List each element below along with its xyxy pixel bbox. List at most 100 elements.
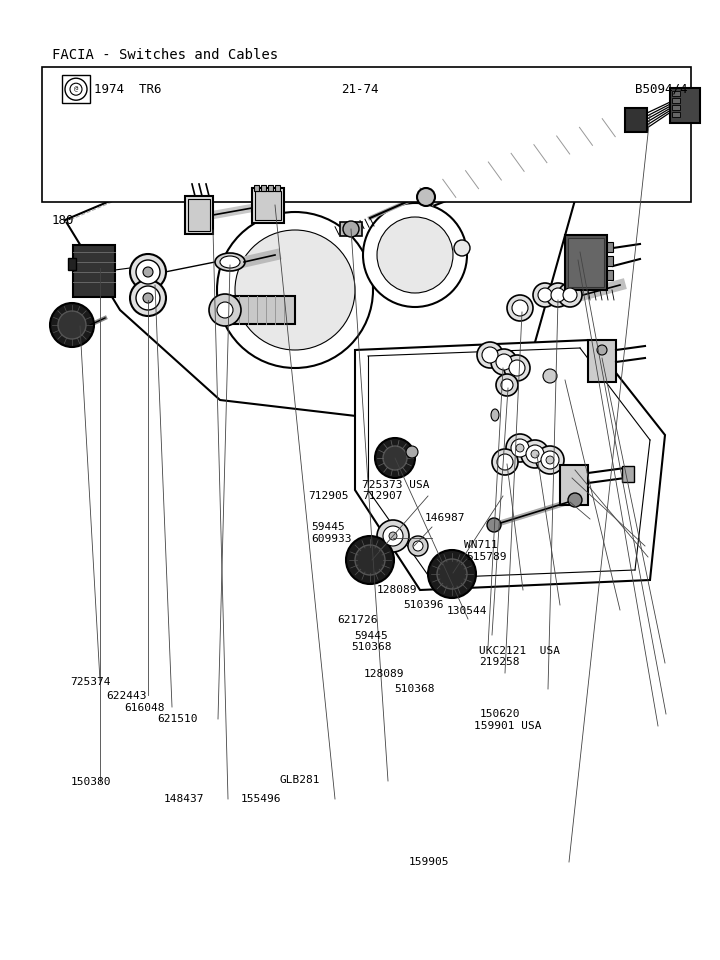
Text: 180: 180: [52, 214, 74, 227]
Text: 159901 USA: 159901 USA: [474, 721, 541, 731]
Circle shape: [563, 288, 577, 302]
Text: 219258: 219258: [479, 658, 519, 667]
Text: 725373 USA: 725373 USA: [362, 480, 430, 490]
Text: 621510: 621510: [157, 714, 197, 724]
Bar: [625, 108, 647, 132]
Polygon shape: [420, 110, 638, 206]
Circle shape: [383, 526, 403, 546]
Ellipse shape: [215, 253, 245, 271]
Circle shape: [546, 456, 554, 464]
Circle shape: [516, 444, 524, 452]
Circle shape: [497, 454, 513, 470]
Text: 616048: 616048: [124, 703, 164, 712]
Circle shape: [136, 286, 160, 310]
Text: 725374: 725374: [71, 677, 111, 686]
Bar: [68, 258, 76, 270]
Text: 609933: 609933: [311, 534, 351, 543]
Circle shape: [568, 493, 582, 507]
Text: 128089: 128089: [377, 586, 417, 595]
Bar: [568, 238, 604, 287]
Bar: [252, 188, 284, 223]
Circle shape: [541, 451, 559, 469]
Circle shape: [491, 349, 517, 375]
Circle shape: [58, 311, 86, 339]
Text: 515789: 515789: [467, 552, 507, 562]
Bar: [672, 98, 680, 103]
Text: GLB281: GLB281: [279, 776, 320, 785]
Bar: [73, 245, 115, 297]
Circle shape: [511, 439, 529, 457]
Circle shape: [538, 288, 552, 302]
Circle shape: [558, 283, 582, 307]
Circle shape: [597, 345, 607, 355]
Text: 146987: 146987: [425, 514, 465, 523]
Ellipse shape: [417, 188, 435, 206]
Text: B5094/4: B5094/4: [635, 83, 687, 96]
Circle shape: [408, 536, 428, 556]
Bar: [560, 465, 588, 505]
Bar: [268, 185, 273, 191]
Bar: [607, 242, 613, 252]
Circle shape: [143, 293, 153, 303]
Circle shape: [496, 374, 518, 396]
Text: WN711: WN711: [464, 540, 498, 550]
Bar: [340, 222, 362, 236]
Circle shape: [437, 559, 467, 589]
Text: 148437: 148437: [164, 794, 204, 804]
Bar: [254, 185, 259, 191]
Text: 150380: 150380: [71, 778, 111, 787]
Bar: [225, 296, 295, 324]
Text: 21-74: 21-74: [341, 83, 379, 96]
Text: 712905: 712905: [308, 492, 348, 501]
Circle shape: [377, 217, 453, 293]
Text: 150620: 150620: [480, 709, 520, 719]
Circle shape: [496, 354, 512, 370]
Text: 622443: 622443: [107, 691, 147, 701]
Text: 510368: 510368: [351, 642, 392, 652]
Polygon shape: [65, 130, 575, 420]
Circle shape: [428, 550, 476, 598]
Bar: [672, 91, 680, 96]
Bar: [607, 270, 613, 280]
Circle shape: [130, 254, 166, 290]
Circle shape: [543, 369, 557, 383]
Bar: [588, 340, 616, 382]
Circle shape: [533, 283, 557, 307]
Circle shape: [70, 84, 82, 95]
Circle shape: [65, 78, 87, 100]
Circle shape: [507, 295, 533, 321]
Text: 712907: 712907: [362, 492, 402, 501]
Circle shape: [531, 450, 539, 458]
Circle shape: [343, 221, 359, 237]
Circle shape: [454, 240, 470, 256]
Bar: [672, 112, 680, 117]
Bar: [185, 196, 213, 234]
Circle shape: [363, 203, 467, 307]
Text: 159905: 159905: [409, 857, 449, 867]
Text: 130544: 130544: [446, 606, 487, 615]
Bar: [275, 185, 280, 191]
Text: 155496: 155496: [241, 794, 282, 804]
Circle shape: [209, 294, 241, 326]
Circle shape: [355, 545, 385, 575]
Circle shape: [50, 303, 94, 347]
Circle shape: [383, 446, 407, 470]
Text: 510368: 510368: [395, 684, 435, 694]
Circle shape: [143, 267, 153, 277]
Text: 59445: 59445: [311, 522, 345, 532]
Circle shape: [477, 342, 503, 368]
Bar: [672, 105, 680, 110]
Circle shape: [504, 355, 530, 381]
Text: 510396: 510396: [403, 600, 444, 610]
Bar: [607, 256, 613, 266]
Bar: [622, 466, 634, 482]
Circle shape: [130, 280, 166, 316]
Circle shape: [217, 302, 233, 318]
Bar: [670, 88, 700, 123]
Ellipse shape: [491, 409, 499, 421]
Circle shape: [136, 260, 160, 284]
Circle shape: [512, 300, 528, 316]
Circle shape: [509, 360, 525, 376]
Text: 1974  TR6: 1974 TR6: [94, 83, 161, 96]
Circle shape: [346, 536, 394, 584]
